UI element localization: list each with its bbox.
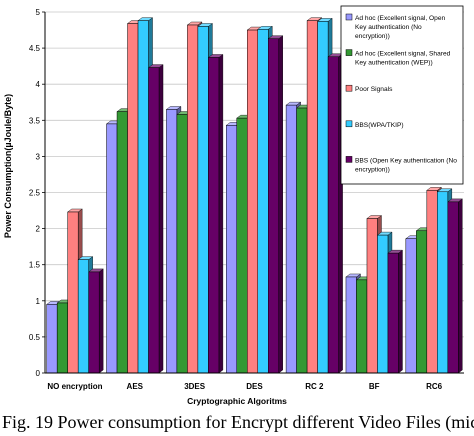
bar-front [197, 26, 209, 374]
bar-front [296, 107, 308, 374]
bar-front [88, 271, 100, 374]
bar-front [56, 302, 68, 374]
legend-swatch [345, 156, 353, 163]
bar-bf-series-5 [387, 249, 404, 374]
y-tick-label: 1.5 [29, 261, 41, 270]
bar-front [285, 104, 297, 374]
bar-front [236, 117, 248, 374]
x-axis-label: Cryptographic Algoritms [187, 396, 287, 406]
bar-side [158, 64, 164, 374]
chart: 0 0.5 1 1.5 2 2.5 3 3.5 4 4.5 5 NO encryption AES 3D… [1, 1, 471, 408]
bar-front [356, 279, 368, 374]
y-tick-labels: 0 0.5 1 1.5 2 2.5 3 3.5 4 4.5 5 [29, 8, 41, 378]
legend-label: Ad hoc (Excellent signal, Shared Key auth… [355, 51, 451, 67]
bar-front [208, 57, 220, 374]
legend-label: Poor Signals [355, 86, 393, 93]
y-tick-label: 1 [36, 297, 41, 306]
bar-front [77, 259, 89, 374]
x-tick-label: BF [369, 382, 380, 391]
legend-entry-5: BBS (Open Key authentication (No encrypti… [345, 156, 457, 173]
bar-side [458, 198, 463, 374]
bar-front [345, 276, 357, 374]
bar-front [366, 218, 378, 374]
bar-front [447, 201, 459, 374]
y-tick-label: 2 [36, 225, 41, 234]
legend-swatch [345, 13, 353, 21]
legend-label: BBS (Open Key authentication (No encrypti… [355, 157, 457, 173]
bar-front [137, 20, 149, 374]
bar-front [377, 234, 389, 374]
bar-aes-series-5 [147, 64, 164, 374]
bar-des-series-5 [267, 35, 284, 374]
bar-rc6-series-5 [447, 198, 463, 374]
bar-front [426, 190, 438, 374]
bar-front [127, 23, 139, 374]
x-tick-label: RC 2 [305, 382, 324, 391]
legend: Ad hoc (Excellent signal, Open Key authen… [340, 5, 464, 185]
bar-front [437, 191, 449, 374]
x-tick-label: 3DES [184, 382, 206, 391]
bar-front [166, 109, 178, 374]
bar-front [106, 123, 118, 374]
legend-label: BBS(WPA/TKIP) [355, 122, 404, 129]
legend-label: Ad hoc (Excellent signal, Open Key authen… [355, 15, 445, 40]
y-axis-label: Power Consumption(µJoule/Byte) [3, 94, 13, 238]
bar-front [317, 21, 329, 374]
y-tick-label: 2.5 [29, 189, 41, 198]
y-tick-label: 3 [36, 152, 41, 161]
bar-no-encryption-series-5 [88, 268, 104, 374]
bar-front [247, 29, 258, 374]
y-tick-label: 4.5 [29, 44, 41, 53]
y-tick-label: 4 [36, 80, 41, 89]
y-tick-label: 0.5 [29, 333, 41, 342]
bar-side [218, 54, 224, 374]
x-tick-label: NO encryption [47, 382, 102, 391]
bar-side [398, 249, 403, 374]
legend-entry-4: BBS(WPA/TKIP) [345, 120, 404, 129]
axes [42, 11, 464, 374]
x-tick-labels: NO encryption AES 3DES DES RC 2 BF RC6 [47, 382, 442, 391]
bar-rc-2-series-5 [327, 53, 344, 374]
legend-box [340, 5, 464, 185]
bar-front [176, 114, 188, 374]
figure-caption: Fig. 19 Power consumption for Encrypt di… [2, 412, 474, 432]
bar-front [187, 24, 199, 374]
x-tick-label: RC6 [426, 382, 443, 391]
bar-3des-series-5 [207, 54, 224, 374]
x-tick-label: AES [127, 382, 144, 391]
y-tick-label: 5 [36, 8, 41, 17]
bar-front [405, 238, 417, 374]
bar-front [387, 252, 399, 374]
bar-front [116, 111, 128, 374]
legend-swatch [345, 84, 353, 92]
bar-front [327, 56, 339, 374]
bar-side [98, 268, 104, 374]
bar-front [46, 304, 58, 374]
bar-front [416, 230, 428, 374]
y-tick-label: 0 [36, 369, 41, 378]
bars [46, 17, 463, 374]
y-tick-label: 3.5 [29, 116, 41, 125]
bar-front [148, 67, 160, 374]
legend-entry-2: Ad hoc (Excellent signal, Shared Key auth… [345, 49, 451, 67]
bar-front [268, 38, 279, 374]
bar-front [306, 20, 318, 374]
legend-entry-3: Poor Signals [345, 84, 393, 93]
legend-swatch [345, 49, 353, 56]
legend-entry-1: Ad hoc (Excellent signal, Open Key authen… [345, 13, 445, 40]
bar-front [257, 29, 269, 374]
legend-swatch [345, 120, 353, 128]
x-tick-label: DES [246, 382, 263, 391]
bar-front [226, 125, 237, 374]
bar-front [67, 211, 79, 374]
bar-side [278, 35, 283, 374]
